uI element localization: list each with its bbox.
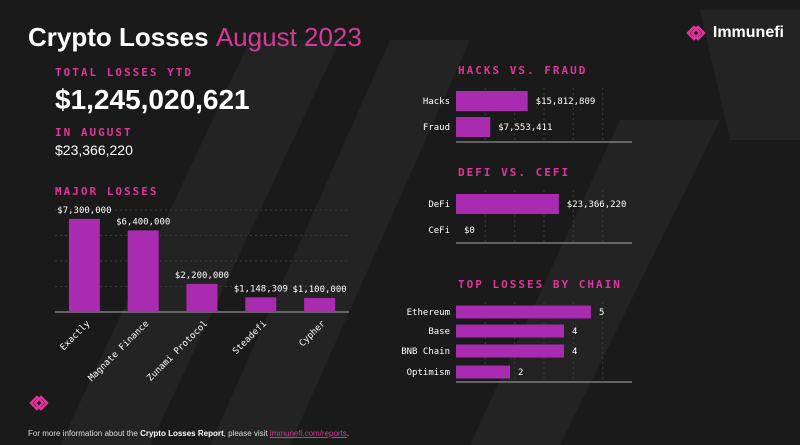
hacks-fraud-category-label: Hacks [423, 97, 450, 107]
major-loss-value-label: $7,300,000 [57, 206, 111, 216]
hacks-fraud-value-label: $7,553,411 [498, 123, 552, 133]
major-loss-value-label: $2,200,000 [175, 271, 229, 281]
brand-name: Immunefi [712, 24, 784, 41]
chain-category-label: Optimism [407, 368, 450, 378]
defi-cefi-category-label: CeFi [428, 226, 450, 236]
hacks-fraud-category-label: Fraud [423, 123, 450, 133]
major-loss-category-label: Exactly [59, 319, 93, 353]
chain-bar [456, 365, 510, 379]
defi-cefi-bar [456, 194, 559, 214]
chain-bar [456, 305, 591, 319]
major-loss-category-label: Steadefi [231, 319, 269, 357]
immunefi-logo-icon [29, 395, 49, 411]
major-losses-title: MAJOR LOSSES [55, 185, 159, 198]
defi-cefi-value-label: $0 [464, 226, 475, 236]
page-title: Crypto Losses August 2023 [28, 22, 362, 53]
major-loss-bar [68, 218, 100, 312]
chain-losses-title: TOP LOSSES BY CHAIN [458, 278, 622, 291]
footer-link[interactable]: immunefi.com/reports [269, 429, 347, 438]
major-loss-category-label: Magnate Finance [87, 319, 152, 384]
defi-cefi-category-label: DeFi [428, 200, 450, 210]
chain-category-label: Ethereum [407, 308, 450, 318]
major-loss-value-label: $6,400,000 [116, 217, 170, 227]
total-label: TOTAL LOSSES YTD [55, 66, 193, 79]
footer-prefix: For more information about the [28, 429, 141, 438]
chain-category-label: Base [428, 327, 450, 337]
major-loss-bar [127, 230, 159, 312]
chain-bar [456, 324, 564, 338]
chain-value-label: 4 [572, 347, 577, 357]
major-loss-bar [245, 297, 277, 312]
brand-logo: Immunefi [685, 22, 784, 44]
chain-value-label: 2 [518, 368, 523, 378]
title-main: Crypto Losses [28, 22, 209, 52]
hacks-fraud-bar [456, 117, 491, 137]
august-label: IN AUGUST [55, 126, 133, 139]
major-loss-bar [304, 297, 336, 312]
hacks-fraud-value-label: $15,812,809 [536, 97, 596, 107]
title-period: August 2023 [215, 22, 362, 52]
footer-report: Crypto Losses Report [140, 429, 224, 438]
chain-value-label: 5 [599, 308, 604, 318]
footer-suffix: . [346, 429, 350, 438]
chain-category-label: BNB Chain [401, 347, 450, 357]
hacks-fraud-bar [456, 91, 528, 111]
immunefi-logo-icon [686, 25, 706, 41]
footer-logo [28, 392, 50, 419]
major-loss-category-label: Cypher [298, 319, 328, 349]
hacks-fraud-title: HACKS VS. FRAUD [458, 64, 588, 77]
chain-value-label: 4 [572, 327, 577, 337]
august-value: $23,366,220 [55, 142, 133, 158]
defi-cefi-title: DEFI VS. CEFI [458, 166, 571, 179]
major-loss-category-label: Zunami Protocol [146, 319, 211, 384]
footer-note: For more information about the Crypto Lo… [28, 429, 349, 438]
chain-bar [456, 344, 564, 358]
footer-middle: , please visit [223, 429, 270, 438]
major-loss-value-label: $1,100,000 [293, 285, 347, 295]
defi-cefi-value-label: $23,366,220 [567, 200, 627, 210]
major-loss-value-label: $1,148,309 [234, 284, 288, 294]
major-loss-bar [186, 283, 218, 312]
total-value: $1,245,020,621 [55, 84, 250, 115]
